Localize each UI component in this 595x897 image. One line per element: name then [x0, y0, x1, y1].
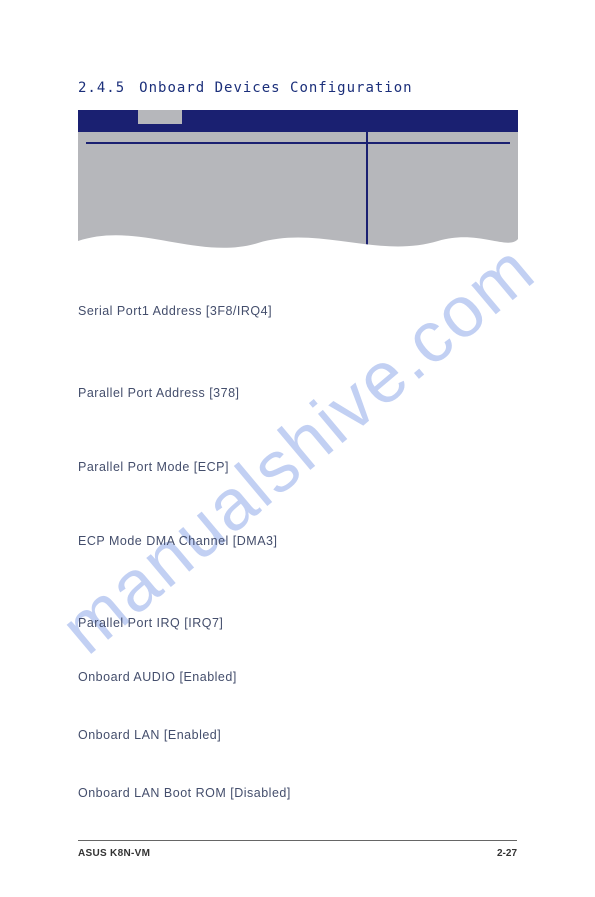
- bios-wave-edge: [78, 221, 518, 261]
- footer-page-number: 2-27: [497, 848, 517, 859]
- setting-item: Onboard AUDIO [Enabled]: [78, 670, 237, 684]
- setting-item: Serial Port1 Address [3F8/IRQ4]: [78, 304, 272, 318]
- page: 2.4.5 Onboard Devices Configuration manua…: [0, 0, 595, 897]
- setting-item: Parallel Port Address [378]: [78, 386, 240, 400]
- section-title: 2.4.5 Onboard Devices Configuration: [78, 80, 413, 96]
- footer-product: ASUS K8N-VM: [78, 848, 150, 859]
- bios-tab: [138, 110, 182, 124]
- section-number: 2.4.5: [78, 80, 125, 96]
- setting-item: Parallel Port Mode [ECP]: [78, 460, 229, 474]
- section-heading: Onboard Devices Configuration: [139, 80, 412, 96]
- bios-header-bar: [78, 110, 518, 132]
- setting-item: Parallel Port IRQ [IRQ7]: [78, 616, 223, 630]
- bios-screenshot-box: [78, 110, 518, 260]
- setting-item: Onboard LAN Boot ROM [Disabled]: [78, 786, 291, 800]
- footer-rule: [78, 840, 517, 841]
- setting-item: ECP Mode DMA Channel [DMA3]: [78, 534, 277, 548]
- watermark: manualshive.com: [45, 227, 550, 669]
- setting-item: Onboard LAN [Enabled]: [78, 728, 221, 742]
